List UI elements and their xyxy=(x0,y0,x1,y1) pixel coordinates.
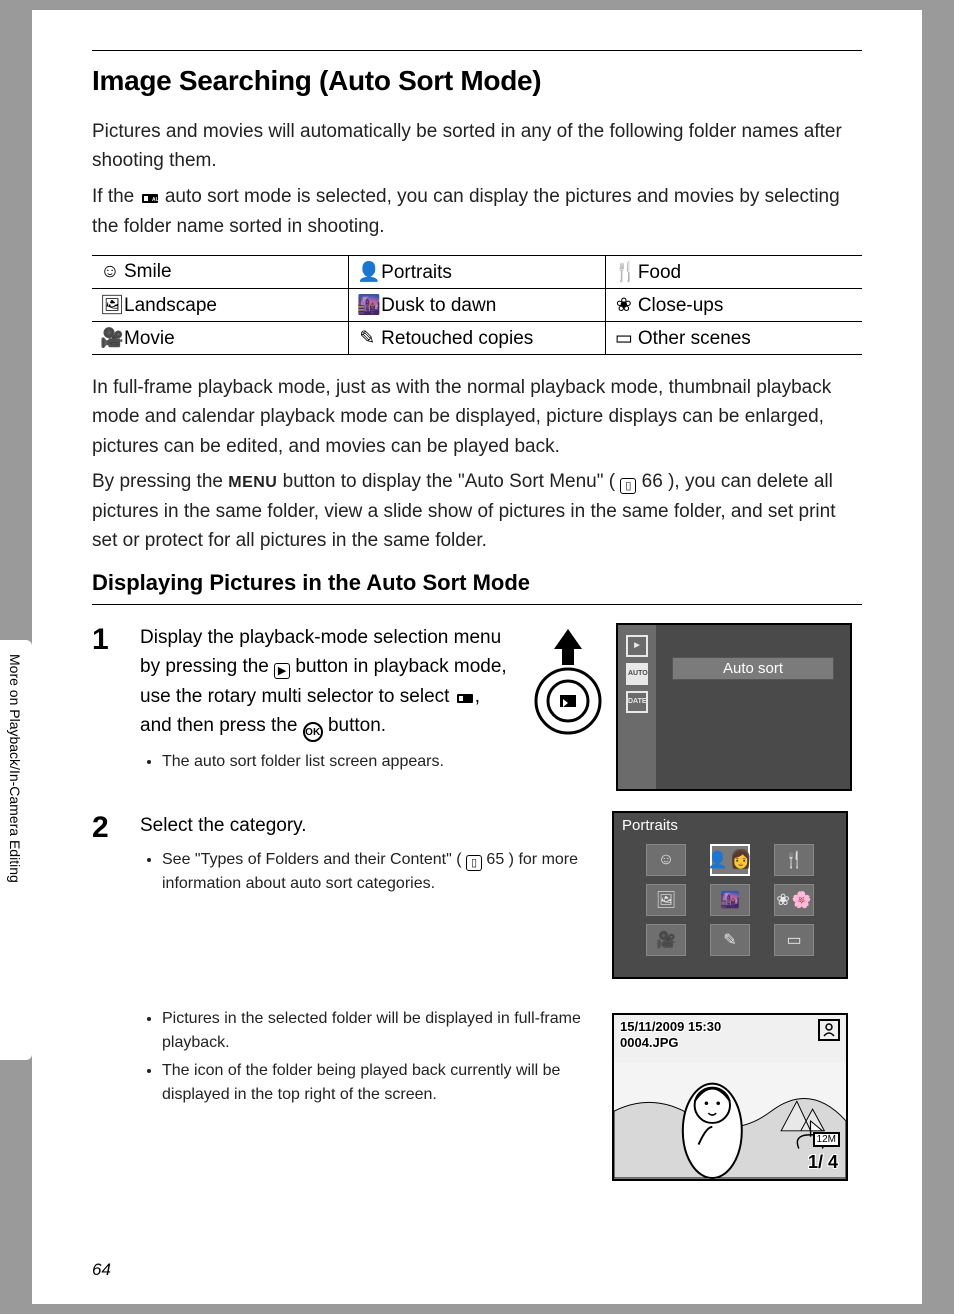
category-cell: 🖼Landscape xyxy=(92,289,349,322)
dusk-icon: 🌆 xyxy=(357,293,377,317)
category-cell: ▭Other scenes xyxy=(605,322,862,355)
intro2a: If the xyxy=(92,186,140,207)
category-cell: 🌆Dusk to dawn xyxy=(349,289,606,322)
grid-cell: 🖼 xyxy=(646,884,686,916)
lcd-auto-sort-menu: ▶ AUTO DATE Auto sort xyxy=(616,623,852,791)
grid-cell: ❀🌸 xyxy=(774,884,814,916)
after-table-paragraph: In full-frame playback mode, just as wit… xyxy=(92,373,862,461)
menu-ref: 66 xyxy=(636,471,662,492)
intro-paragraph-2: If the AUTO auto sort mode is selected, … xyxy=(92,182,862,241)
step-2-text: Select the category. xyxy=(140,811,592,840)
landscape-icon: 🖼 xyxy=(100,293,120,317)
category-cell: 🎥Movie xyxy=(92,322,349,355)
category-cell: 👤Portraits xyxy=(349,256,606,289)
grid-cell: 🎥 xyxy=(646,924,686,956)
menu-para-b: button to display the "Auto Sort Menu" ( xyxy=(283,471,615,492)
grid-cell: ☺ xyxy=(646,844,686,876)
portrait-icon: 👤 xyxy=(357,260,377,284)
intro-paragraph-1: Pictures and movies will automatically b… xyxy=(92,117,862,176)
step-2-bullet-1: See "Types of Folders and their Content"… xyxy=(162,848,592,896)
lcd-category-grid: Portraits ☺ 👤👩 🍴 🖼 🌆 ❀🌸 🎥 ✎ ▭ xyxy=(612,811,848,979)
grid-cell: 🍴 xyxy=(774,844,814,876)
smile-icon: ☺ xyxy=(100,261,120,283)
auto-sort-icon xyxy=(455,690,475,712)
category-label: Other scenes xyxy=(638,328,751,349)
grid-cell: 👤👩 xyxy=(710,844,750,876)
playback-filename: 0004.JPG xyxy=(620,1035,679,1050)
other-icon: ▭ xyxy=(614,327,634,350)
playback-counter: 1/ 4 xyxy=(808,1152,838,1173)
menu-button-label: MENU xyxy=(228,474,277,491)
rotary-selector-icon xyxy=(532,623,604,743)
step-1-number: 1 xyxy=(92,623,120,791)
lcd-playback-icon: ▶ xyxy=(626,635,648,657)
step-2-playback-graphic: 15/11/2009 15:30 0004.JPG 12M 1/ 4 xyxy=(612,999,862,1181)
category-label: Portraits xyxy=(381,262,452,283)
playback-button-icon: ▶ xyxy=(274,663,290,679)
lcd-banner: Auto sort xyxy=(672,657,834,680)
category-label: Retouched copies xyxy=(381,328,533,349)
category-label: Movie xyxy=(124,328,175,349)
top-rule xyxy=(92,50,862,51)
lcd-date-icon: DATE xyxy=(626,691,648,713)
step-2-body: Select the category. See "Types of Folde… xyxy=(140,811,592,979)
side-tab: More on Playback/In-Camera Editing xyxy=(0,640,32,1060)
category-label: Landscape xyxy=(124,295,217,316)
page-ref-icon: ▯ xyxy=(466,855,482,871)
step-2: 2 Select the category. See "Types of Fol… xyxy=(92,811,862,979)
category-cell: ❀Close-ups xyxy=(605,289,862,322)
sub-rule xyxy=(92,604,862,605)
food-icon: 🍴 xyxy=(614,260,634,284)
svg-text:AUTO: AUTO xyxy=(152,197,160,203)
step-1-body: Display the playback-mode selection menu… xyxy=(140,623,512,791)
intro2b: auto sort mode is selected, you can disp… xyxy=(92,186,840,237)
page-title: Image Searching (Auto Sort Mode) xyxy=(92,65,862,97)
side-tab-label: More on Playback/In-Camera Editing xyxy=(7,654,23,883)
category-label: Smile xyxy=(124,261,172,282)
grid-cell: ✎ xyxy=(710,924,750,956)
step-2-number: 2 xyxy=(92,811,120,979)
menu-para-a: By pressing the xyxy=(92,471,228,492)
manual-page: Image Searching (Auto Sort Mode) Picture… xyxy=(32,10,922,1304)
grid-title: Portraits xyxy=(614,813,846,836)
page-ref-icon: ▯ xyxy=(620,478,636,494)
step-1: 1 Display the playback-mode selection me… xyxy=(92,623,862,791)
category-cell: 🍴Food xyxy=(605,256,862,289)
resolution-badge: 12M xyxy=(813,1132,840,1147)
step-1-text: Display the playback-mode selection menu… xyxy=(140,623,512,743)
grid-cell: 🌆 xyxy=(710,884,750,916)
category-label: Dusk to dawn xyxy=(381,295,496,316)
category-label: Food xyxy=(638,262,681,283)
step-2-cont-body: Pictures in the selected folder will be … xyxy=(140,999,592,1181)
step-1-graphic: ▶ AUTO DATE Auto sort xyxy=(532,623,862,791)
step-2-cont: Pictures in the selected folder will be … xyxy=(92,999,862,1181)
auto-sort-icon: AUTO xyxy=(140,190,160,212)
closeup-icon: ❀ xyxy=(614,294,634,317)
page-number: 64 xyxy=(92,1260,111,1280)
playback-folder-icon xyxy=(818,1019,840,1041)
lcd-sidebar: ▶ AUTO DATE xyxy=(618,625,656,789)
lcd-auto-icon: AUTO xyxy=(626,663,648,685)
lcd-playback-preview: 15/11/2009 15:30 0004.JPG 12M 1/ 4 xyxy=(612,1013,848,1181)
step-2-bullet-3: The icon of the folder being played back… xyxy=(162,1059,592,1107)
category-cell: ✎Retouched copies xyxy=(349,322,606,355)
ok-button-icon: OK xyxy=(303,722,323,742)
retouch-icon: ✎ xyxy=(357,327,377,350)
category-cell: ☺Smile xyxy=(92,256,349,289)
playback-date: 15/11/2009 15:30 xyxy=(620,1019,721,1034)
movie-icon: 🎥 xyxy=(100,326,120,350)
step-2-bullet-2: Pictures in the selected folder will be … xyxy=(162,1007,592,1055)
step-2-graphic: Portraits ☺ 👤👩 🍴 🖼 🌆 ❀🌸 🎥 ✎ ▭ xyxy=(612,811,862,979)
menu-paragraph: By pressing the MENU button to display t… xyxy=(92,467,862,555)
grid-cell: ▭ xyxy=(774,924,814,956)
step-1-bullet: The auto sort folder list screen appears… xyxy=(162,750,512,774)
subheading: Displaying Pictures in the Auto Sort Mod… xyxy=(92,570,862,596)
category-label: Close-ups xyxy=(638,295,724,316)
category-table: ☺Smile👤Portraits🍴Food🖼Landscape🌆Dusk to … xyxy=(92,255,862,355)
